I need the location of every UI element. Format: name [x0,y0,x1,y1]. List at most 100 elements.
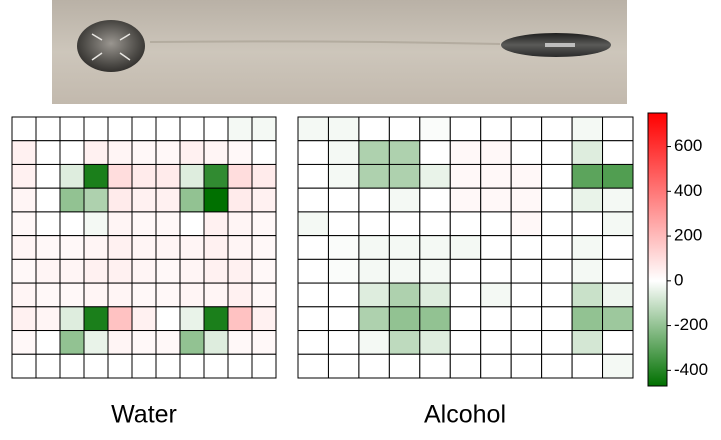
heatmap-cell [358,258,390,284]
heatmap-cell [251,235,277,260]
heatmap-cell [83,330,109,355]
heatmap-cell [35,353,61,379]
heatmap-cell [35,116,61,142]
heatmap-cell [419,235,451,260]
chart-title: Water [111,401,177,429]
heatmap-cell [251,187,277,213]
heatmap-cell [83,211,109,237]
heatmap-cell [203,235,229,260]
heatmap-cell [155,330,181,355]
heatmap-cell [327,187,360,213]
heatmap-cell [203,258,229,284]
heatmap-cell [571,211,604,237]
heatmap-cell [510,235,543,260]
heatmap-cell [35,163,61,189]
heatmap-cell [480,163,512,189]
heatmap-cell [59,211,85,237]
heatmap-cell [179,187,205,213]
heatmap-cell [388,282,421,308]
heatmap-cell [155,282,181,308]
heatmap-cell [251,306,277,332]
heatmap-cell [541,306,573,332]
heatmap-cell [419,282,451,308]
heatmap-cell [449,306,482,332]
heatmap-cell [179,282,205,308]
heatmap-cell [327,282,360,308]
heatmap-cell [602,258,634,284]
heatmap-cell [541,163,573,189]
heatmap-cell [83,282,109,308]
heatmap-cell [327,211,360,237]
heatmap-cell [541,235,573,260]
heatmap-cell [388,163,421,189]
heatmap-cell [107,116,133,142]
heatmap-cell [59,353,85,379]
heatmap-cell [297,282,329,308]
heatmap-cell [179,140,205,165]
heatmap-cell [83,163,109,189]
heatmap-cell [571,330,604,355]
heatmap-cell [227,282,253,308]
heatmap-cell [35,330,61,355]
colorbar-tick-label: -400 [674,360,708,379]
heatmap-cell [388,211,421,237]
heatmap-cell [327,306,360,332]
heatmap-cell [35,282,61,308]
heatmap-cell [602,187,634,213]
heatmap-cell [11,211,37,237]
heatmap-cell [358,353,390,379]
heatmap-cell [11,163,37,189]
heatmap-cell [419,306,451,332]
heatmap-cell [227,353,253,379]
heatmap-cell [11,282,37,308]
heatmap-cell [297,235,329,260]
heatmap-cell [419,116,451,142]
heatmap-cell [571,140,604,165]
heatmap-cell [59,116,85,142]
heatmap-cell [510,187,543,213]
heatmap-cell [388,187,421,213]
heatmap-cell [449,353,482,379]
heatmap-cell [327,235,360,260]
heatmap-cell [227,306,253,332]
heatmap-cell [59,235,85,260]
heatmap-cell [541,353,573,379]
heatmap-cell [449,163,482,189]
heatmap-cell [358,163,390,189]
heatmap-cell [602,235,634,260]
heatmap-cell [11,116,37,142]
heatmap-cell [541,140,573,165]
heatmap-cell [480,140,512,165]
heatmap-cell [203,140,229,165]
heatmap-cell [227,330,253,355]
heatmap-cell [203,116,229,142]
heatmap-cell [571,282,604,308]
heatmap-cell [107,187,133,213]
heatmap-cell [251,282,277,308]
heatmap-cell [203,211,229,237]
heatmap-cell [131,116,157,142]
heatmap-cell [251,116,277,142]
heatmap-cell [11,330,37,355]
heatmap-cell [571,353,604,379]
heatmap-cell [602,306,634,332]
heatmap-cell [541,116,573,142]
heatmap-cell [358,282,390,308]
heatmap-cell [203,330,229,355]
heatmap-cell [155,353,181,379]
heatmap-cell [35,258,61,284]
heatmap-cell [251,163,277,189]
heatmap-cell [251,353,277,379]
heatmap-cell [155,116,181,142]
heatmap-cell [449,282,482,308]
heatmap-cell [227,187,253,213]
heatmap-cell [227,258,253,284]
heatmap-cell [59,306,85,332]
heatmap-cell [419,258,451,284]
heatmap-cell [571,235,604,260]
colorbar [647,112,668,387]
heatmap-cell [327,353,360,379]
heatmap-cell [297,211,329,237]
heatmap-cell [11,140,37,165]
heatmap-cell [571,116,604,142]
